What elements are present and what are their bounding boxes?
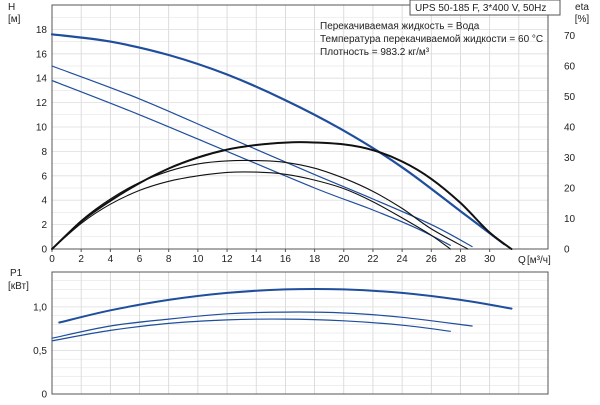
y-tick-label: 0,5	[33, 346, 47, 357]
y-tick-label: 14	[36, 74, 48, 85]
x-tick-label: 18	[309, 254, 321, 265]
efficiency-curve-4	[51, 141, 513, 250]
fluid-info-line: Температура перекачиваемой жидкости = 60…	[320, 34, 543, 45]
x-tick-label: 12	[221, 254, 233, 265]
x-tick-label: 28	[455, 254, 467, 265]
efficiency-curve-5	[51, 159, 469, 250]
x-tick-label: 10	[192, 254, 204, 265]
y-tick-label: 0	[41, 245, 47, 256]
top-plot-frame	[51, 4, 549, 250]
x-tick-label: 6	[137, 254, 143, 265]
top-grid	[51, 4, 548, 249]
efficiency-curve-6	[51, 171, 451, 250]
x-tick-label: 14	[251, 254, 263, 265]
chart-title: UPS 50-185 F, 3*400 V, 50Hz	[415, 3, 546, 14]
y2-tick-label: 20	[564, 184, 576, 195]
head-curve-1	[50, 33, 506, 246]
fluid-info-line: Плотность = 983.2 кг/м³	[320, 47, 430, 58]
x-axis-unit: [м³/ч]	[527, 255, 551, 266]
title-box-frame	[409, 0, 561, 16]
bottom-plot-frame	[51, 271, 549, 395]
x-tick-label: 2	[78, 254, 84, 265]
y-tick-label: 12	[36, 98, 48, 109]
y-axis-label: H	[8, 2, 15, 13]
x-tick-label: 26	[426, 254, 438, 265]
x-tick-label: 0	[49, 254, 55, 265]
fluid-info: Перекачиваемая жидкость = Вода Температур…	[320, 21, 543, 58]
y-tick-label: 6	[41, 171, 47, 182]
x-tick-label: 24	[397, 254, 409, 265]
x-tick-label: 4	[108, 254, 114, 265]
power-panel: 0 0,5 1,0 P1 [кВт]	[8, 268, 549, 401]
y-tick-label: 8	[41, 147, 47, 158]
power-axis-label: P1	[10, 268, 23, 279]
y2-tick-label: 60	[564, 62, 576, 73]
y2-axis-unit: [%]	[575, 14, 590, 25]
y-tick-label: 4	[41, 196, 47, 207]
y-tick-label: 10	[36, 123, 48, 134]
power-curve-2	[51, 311, 473, 339]
y2-tick-label: 30	[564, 153, 576, 164]
fluid-info-line: Перекачиваемая жидкость = Вода	[320, 21, 480, 32]
x-axis-label: Q	[518, 255, 526, 266]
x-tick-label: 8	[166, 254, 172, 265]
y-tick-label: 0	[41, 390, 47, 401]
y2-tick-label: 0	[564, 245, 570, 256]
x-axis-label-group: Q [м³/ч]	[518, 255, 551, 266]
model-title-box: UPS 50-185 F, 3*400 V, 50Hz	[409, 0, 561, 16]
y2-tick-label: 40	[564, 123, 576, 134]
head-curve-3	[51, 80, 451, 246]
bottom-grid	[51, 271, 548, 394]
x-tick-label: 16	[280, 254, 292, 265]
y-tick-label: 18	[36, 25, 48, 36]
power-curve-1	[58, 287, 513, 324]
x-tick-label: 20	[338, 254, 350, 265]
y2-tick-label: 10	[564, 214, 576, 225]
x-tick-label: 30	[484, 254, 496, 265]
x-tick-label: 22	[367, 254, 379, 265]
y2-axis-label: eta	[575, 2, 589, 13]
power-axis-unit: [кВт]	[8, 281, 29, 292]
y2-tick-label: 50	[564, 92, 576, 103]
power-curve-3	[51, 318, 451, 342]
y-tick-label: 2	[41, 220, 47, 231]
y-tick-label: 1,0	[33, 302, 47, 313]
y2-tick-label: 70	[564, 31, 576, 42]
y-tick-label: 16	[36, 49, 48, 60]
y-axis-unit: [м]	[8, 14, 21, 25]
head-curve-2	[51, 65, 473, 248]
head-efficiency-panel: 0 2 4 6 8 10 12 14 16 18 20 22 24 26 28 300246810121416…	[8, 0, 589, 266]
